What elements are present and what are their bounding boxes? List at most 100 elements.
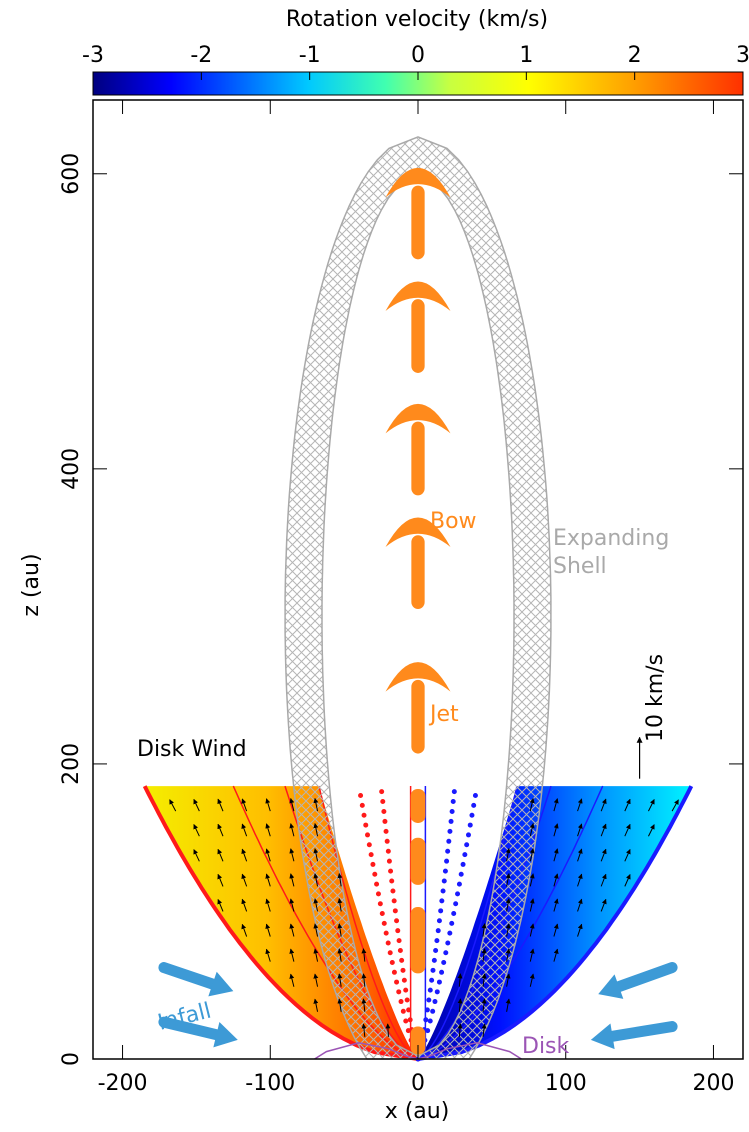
wind-arrow <box>361 948 367 962</box>
wind-arrow <box>361 973 367 987</box>
wind-arrow <box>553 948 559 962</box>
bow-shock <box>385 167 451 198</box>
x-tick-label: 0 <box>411 1071 425 1096</box>
wind-arrow <box>289 848 295 862</box>
wind-arrow <box>337 873 343 887</box>
streamline-dotted <box>415 783 480 1062</box>
colorbar-label: Rotation velocity (km/s) <box>286 7 548 32</box>
wind-arrow <box>217 873 224 887</box>
wind-arrow <box>481 973 487 987</box>
wind-arrow <box>457 1023 463 1037</box>
wind-arrow <box>648 799 655 812</box>
wind-arrow <box>600 848 607 862</box>
wind-arrow <box>577 873 583 887</box>
jet-stem <box>411 679 425 754</box>
colorbar-tick-label: -2 <box>190 43 212 68</box>
annotation: Expanding <box>553 526 669 551</box>
annotation: Bow <box>430 509 477 534</box>
wind-arrow <box>313 923 319 937</box>
wind-arrow <box>600 798 607 812</box>
wind-arrow <box>505 948 511 962</box>
wind-arrow <box>217 848 224 862</box>
wind-arrow <box>241 798 248 812</box>
wind-arrow <box>529 898 535 912</box>
y-tick-label: 400 <box>59 448 84 490</box>
wind-arrow <box>481 923 487 937</box>
wind-arrow <box>624 874 631 887</box>
wind-arrow <box>217 898 224 912</box>
colorbar-tick-label: 1 <box>519 43 533 68</box>
jet-knot <box>410 907 426 974</box>
wind-arrow <box>241 823 248 837</box>
jet-knot <box>410 837 426 885</box>
wind-arrow <box>529 823 535 837</box>
wind-arrow <box>193 798 200 812</box>
wind-arrow <box>337 923 343 937</box>
wind-arrow <box>313 873 319 887</box>
bow-shock <box>385 281 451 311</box>
wind-arrow <box>505 873 511 887</box>
wind-arrow <box>217 798 224 812</box>
colorbar-tick-label: -3 <box>82 43 104 68</box>
wind-arrow <box>337 948 343 962</box>
wind-arrow <box>648 824 655 837</box>
wind-arrow <box>457 998 463 1012</box>
wind-arrow <box>553 823 559 837</box>
wind-arrow <box>505 998 511 1012</box>
wind-arrow <box>337 898 343 912</box>
wind-arrow <box>577 848 583 862</box>
infall-arrowhead <box>208 971 234 997</box>
wind-arrow <box>385 1023 391 1037</box>
infall-arrow <box>158 962 226 993</box>
wind-arrow <box>313 898 319 912</box>
streamline <box>417 785 694 1061</box>
wind-arrow <box>265 948 271 962</box>
wind-arrow <box>313 998 319 1012</box>
jet-stem <box>411 185 425 260</box>
colorbar-tick-label: 3 <box>736 43 749 68</box>
wind-arrow <box>361 998 367 1012</box>
wind-arrow <box>193 824 200 837</box>
wind-arrow <box>289 948 295 962</box>
infall-arrowhead <box>213 1022 238 1048</box>
x-tick-label: 100 <box>545 1071 587 1096</box>
wind-arrow <box>337 998 343 1012</box>
wind-arrow <box>553 873 559 887</box>
y-tick-label: 0 <box>59 1052 84 1066</box>
wind-arrow <box>457 973 463 987</box>
jet-stem <box>411 299 425 373</box>
x-axis-label: x (au) <box>385 1099 450 1124</box>
wind-arrow <box>529 948 535 962</box>
infall-arrow <box>158 1016 230 1043</box>
wind-arrow <box>265 898 271 912</box>
wind-arrow <box>529 848 535 862</box>
wind-arrow <box>313 822 319 837</box>
bow-shock <box>385 662 451 692</box>
y-tick-label: 600 <box>59 153 84 195</box>
x-tick-label: 200 <box>692 1071 734 1096</box>
jet-knot <box>410 1026 426 1055</box>
jet-stem <box>411 421 425 496</box>
y-axis-label: z (au) <box>19 553 44 616</box>
wind-arrow <box>481 998 487 1012</box>
wind-arrow <box>265 873 271 887</box>
wind-arrow <box>481 1023 487 1037</box>
colorbar-tick-label: 2 <box>628 43 642 68</box>
wind-arrow <box>265 798 271 812</box>
x-tick-label: -200 <box>98 1071 148 1096</box>
wind-arrow <box>624 848 631 862</box>
wind-arrow <box>529 923 535 937</box>
colorbar-tick-label: -1 <box>299 43 321 68</box>
wind-arrow <box>169 799 177 812</box>
wind-arrow <box>553 898 559 912</box>
wind-arrow <box>577 898 583 912</box>
wind-arrow <box>265 848 271 862</box>
wind-arrow <box>505 848 511 862</box>
streamline <box>142 785 419 1061</box>
wind-arrow <box>241 848 248 862</box>
wind-arrow <box>505 898 511 912</box>
wind-arrow <box>289 823 295 837</box>
annotation: Jet <box>428 702 459 727</box>
wind-arrow <box>529 797 535 812</box>
